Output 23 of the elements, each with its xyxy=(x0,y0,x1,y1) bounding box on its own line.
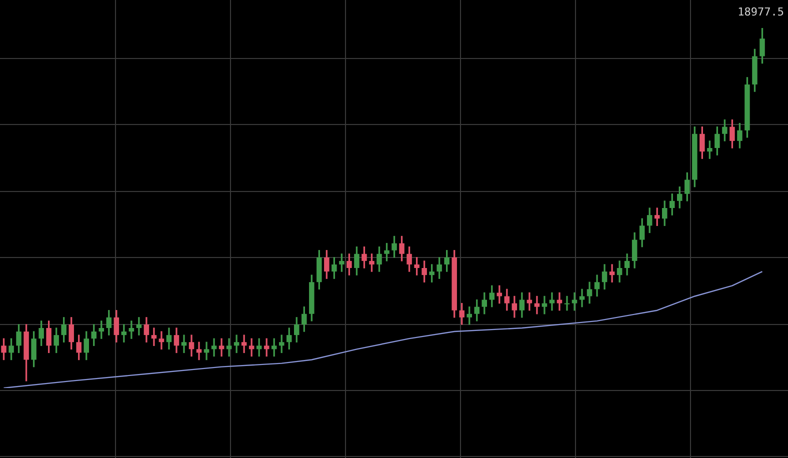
text: 18977.5 xyxy=(738,5,784,18)
candlestick xyxy=(204,342,210,360)
candlestick xyxy=(136,317,142,336)
candlestick xyxy=(248,338,254,357)
candlestick xyxy=(151,328,157,346)
candlestick xyxy=(158,331,164,350)
candlestick xyxy=(542,296,548,314)
candlestick xyxy=(556,292,562,311)
candlestick xyxy=(181,334,187,354)
candlestick xyxy=(241,334,247,354)
candlestick xyxy=(234,334,240,354)
candlestick xyxy=(572,292,578,311)
candlestick xyxy=(564,296,570,311)
candlestick xyxy=(226,338,232,357)
candlestick xyxy=(534,296,540,314)
candlestick xyxy=(609,264,615,282)
candlestick xyxy=(549,292,555,311)
candlestick xyxy=(526,292,532,311)
candlestick xyxy=(211,338,217,357)
candlestick xyxy=(579,288,585,308)
candlestick xyxy=(218,338,224,357)
candlestick xyxy=(196,342,202,360)
candlestick xyxy=(128,320,134,339)
